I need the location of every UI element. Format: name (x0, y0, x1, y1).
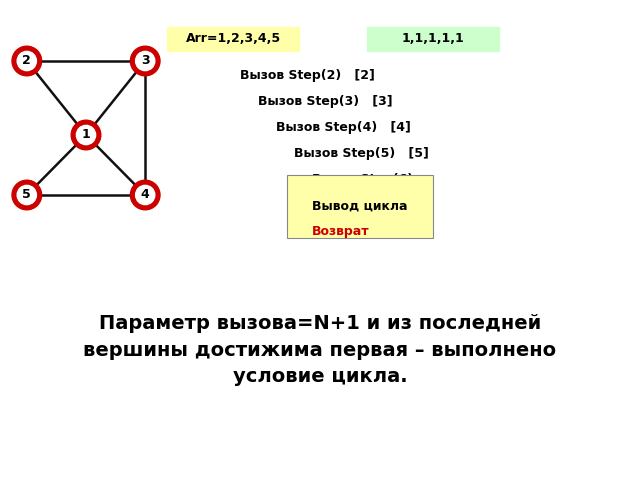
Text: Вызов Step(3)   [3]: Вызов Step(3) [3] (258, 96, 392, 108)
Text: Вывод цикла: Вывод цикла (312, 200, 408, 213)
Text: 5: 5 (22, 189, 31, 202)
Text: 2: 2 (22, 55, 31, 68)
Text: Вызов Step(5)   [5]: Вызов Step(5) [5] (294, 147, 429, 160)
Circle shape (17, 51, 36, 71)
Circle shape (71, 120, 101, 150)
Text: 1: 1 (82, 129, 90, 142)
Text: 1,1,1,1,1: 1,1,1,1,1 (402, 33, 465, 46)
FancyBboxPatch shape (167, 27, 299, 51)
Text: Вызов Step(2)   [2]: Вызов Step(2) [2] (240, 70, 375, 83)
FancyBboxPatch shape (367, 27, 499, 51)
Circle shape (136, 185, 155, 204)
Circle shape (131, 180, 160, 210)
Circle shape (12, 46, 42, 76)
Circle shape (131, 46, 160, 76)
Circle shape (136, 51, 155, 71)
Text: 3: 3 (141, 55, 150, 68)
Text: Возврат: Возврат (312, 226, 370, 239)
Text: Вызов Step(4)   [4]: Вызов Step(4) [4] (276, 121, 411, 134)
Text: Параметр вызова=N+1 и из последней
вершины достижима первая – выполнено
условие : Параметр вызова=N+1 и из последней верши… (83, 314, 557, 386)
Text: 4: 4 (141, 189, 150, 202)
Circle shape (17, 185, 36, 204)
Circle shape (12, 180, 42, 210)
Circle shape (76, 125, 95, 144)
Text: Вызов Step(6): Вызов Step(6) (312, 173, 413, 187)
Text: Arr=1,2,3,4,5: Arr=1,2,3,4,5 (186, 33, 280, 46)
